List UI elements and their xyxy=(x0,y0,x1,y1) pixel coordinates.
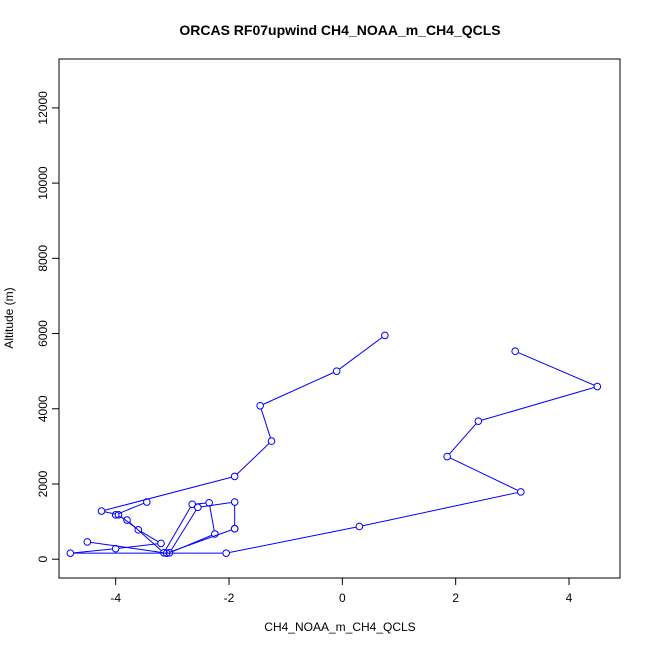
y-tick-label: 2000 xyxy=(36,470,50,497)
data-point xyxy=(162,549,171,557)
data-point xyxy=(267,437,276,445)
y-axis: 0 2000 4000 6000 8000 10000 12000 xyxy=(36,91,60,563)
series-1-segment xyxy=(448,423,477,455)
x-tick-label: -2 xyxy=(224,591,235,605)
data-point xyxy=(97,507,106,515)
x-axis: -4 -2 0 2 4 xyxy=(110,577,573,605)
data-point xyxy=(114,511,123,519)
series-2-segment xyxy=(201,502,232,508)
data-point xyxy=(230,472,239,481)
series-1 xyxy=(66,331,602,557)
data-point xyxy=(205,498,213,507)
y-tick-label: 8000 xyxy=(36,245,50,272)
data-point xyxy=(157,539,165,548)
data-point xyxy=(256,401,264,410)
series-3 xyxy=(83,524,239,557)
series-layer xyxy=(66,331,602,557)
series-2-segment xyxy=(209,505,215,531)
x-tick-label: -4 xyxy=(110,591,121,605)
series-2-segment xyxy=(118,502,144,515)
data-point xyxy=(222,549,230,557)
y-tick-label: 0 xyxy=(36,556,50,563)
data-point xyxy=(381,331,389,340)
data-point xyxy=(211,530,219,538)
data-point xyxy=(143,498,151,506)
series-1-segment xyxy=(140,531,159,543)
y-tick-label: 12000 xyxy=(36,91,50,125)
data-point xyxy=(332,367,341,375)
series-1-segment xyxy=(262,372,334,405)
x-tick-label: 0 xyxy=(339,591,346,605)
data-point xyxy=(123,516,131,524)
data-point xyxy=(134,526,143,534)
series-1-segment xyxy=(260,408,271,439)
series-1-segment xyxy=(104,511,116,515)
series-1-segment xyxy=(73,548,113,554)
y-tick-label: 4000 xyxy=(36,395,50,422)
series-1-segment xyxy=(339,336,383,370)
data-point xyxy=(355,522,364,531)
series-3-segment xyxy=(169,529,232,553)
data-point xyxy=(517,488,525,496)
series-2-segment xyxy=(129,521,162,551)
series-3-segment xyxy=(90,541,164,554)
data-point xyxy=(165,549,174,557)
series-1-segment xyxy=(518,352,595,386)
series-1-segment xyxy=(236,443,270,475)
series-1-segment xyxy=(481,387,595,421)
data-point xyxy=(443,452,451,461)
data-point xyxy=(230,498,239,506)
series-2 xyxy=(111,498,239,557)
data-point xyxy=(230,524,239,533)
series-2-segment xyxy=(118,515,125,520)
data-point xyxy=(511,347,519,356)
x-tick-label: 4 xyxy=(566,591,573,605)
data-point xyxy=(188,500,196,509)
series-2-segment xyxy=(165,506,191,551)
data-point xyxy=(593,382,602,391)
data-point xyxy=(111,511,120,519)
data-point xyxy=(194,503,202,512)
y-tick-label: 10000 xyxy=(36,166,50,200)
x-axis-label: CH4_NOAA_m_CH4_QCLS xyxy=(264,620,415,634)
x-tick-label: 2 xyxy=(452,591,459,605)
series-1-segment xyxy=(104,476,232,511)
series-1-segment xyxy=(229,526,357,554)
data-point xyxy=(83,538,92,546)
y-axis-label: Altitude (m) xyxy=(2,287,16,348)
chart-title: ORCAS RF07upwind CH4_NOAA_m_CH4_QCLS xyxy=(179,22,500,38)
y-tick-label: 6000 xyxy=(36,320,50,347)
data-point xyxy=(111,544,120,553)
data-point xyxy=(474,417,483,425)
data-point xyxy=(66,549,75,557)
series-1-segment xyxy=(362,492,518,527)
series-2-segment xyxy=(170,509,197,551)
series-1-segment xyxy=(449,457,519,491)
